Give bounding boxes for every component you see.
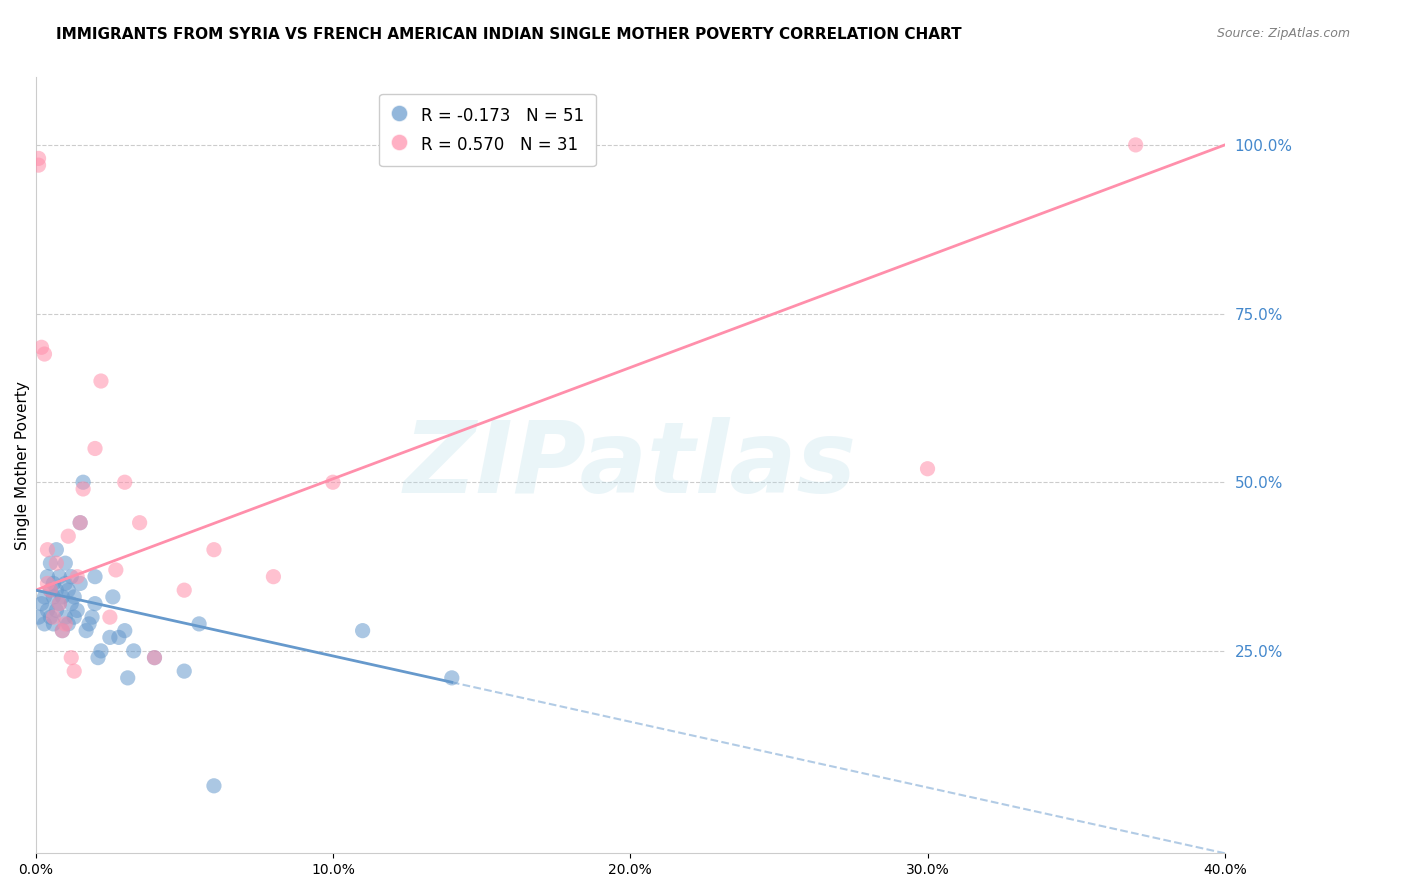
Immigrants from Syria — [202, 779, 225, 793]
French American Indians — [104, 563, 127, 577]
French American Indians — [63, 664, 86, 678]
Immigrants from Syria — [117, 671, 139, 685]
French American Indians — [917, 461, 939, 475]
French American Indians — [173, 583, 195, 598]
Legend: R = -0.173   N = 51, R = 0.570   N = 31: R = -0.173 N = 51, R = 0.570 N = 31 — [380, 94, 596, 166]
Immigrants from Syria — [98, 631, 121, 645]
Immigrants from Syria — [114, 624, 136, 638]
French American Indians — [72, 482, 94, 496]
Immigrants from Syria — [101, 590, 124, 604]
Immigrants from Syria — [58, 616, 80, 631]
Immigrants from Syria — [122, 644, 145, 658]
Immigrants from Syria — [39, 610, 62, 624]
Text: ZIPatlas: ZIPatlas — [404, 417, 856, 514]
Immigrants from Syria — [75, 624, 97, 638]
Text: Source: ZipAtlas.com: Source: ZipAtlas.com — [1216, 27, 1350, 40]
French American Indians — [58, 529, 80, 543]
Immigrants from Syria — [90, 644, 112, 658]
French American Indians — [42, 610, 65, 624]
Immigrants from Syria — [53, 556, 76, 570]
French American Indians — [69, 516, 91, 530]
French American Indians — [37, 576, 59, 591]
Immigrants from Syria — [51, 590, 73, 604]
French American Indians — [31, 340, 53, 354]
Immigrants from Syria — [60, 597, 83, 611]
Immigrants from Syria — [53, 610, 76, 624]
Immigrants from Syria — [45, 603, 67, 617]
French American Indians — [37, 542, 59, 557]
Immigrants from Syria — [53, 576, 76, 591]
Immigrants from Syria — [63, 610, 86, 624]
Immigrants from Syria — [69, 576, 91, 591]
French American Indians — [60, 650, 83, 665]
Immigrants from Syria — [440, 671, 463, 685]
Immigrants from Syria — [39, 583, 62, 598]
French American Indians — [262, 569, 284, 583]
Immigrants from Syria — [39, 556, 62, 570]
Immigrants from Syria — [34, 616, 56, 631]
Immigrants from Syria — [48, 569, 70, 583]
French American Indians — [1125, 137, 1147, 152]
Immigrants from Syria — [77, 616, 100, 631]
Immigrants from Syria — [60, 569, 83, 583]
Immigrants from Syria — [42, 590, 65, 604]
French American Indians — [322, 475, 344, 490]
French American Indians — [48, 597, 70, 611]
Immigrants from Syria — [34, 590, 56, 604]
French American Indians — [128, 516, 150, 530]
French American Indians — [45, 556, 67, 570]
Y-axis label: Single Mother Poverty: Single Mother Poverty — [15, 381, 30, 549]
Immigrants from Syria — [45, 542, 67, 557]
French American Indians — [114, 475, 136, 490]
Immigrants from Syria — [37, 569, 59, 583]
Immigrants from Syria — [80, 610, 103, 624]
Immigrants from Syria — [72, 475, 94, 490]
Immigrants from Syria — [31, 597, 53, 611]
Immigrants from Syria — [173, 664, 195, 678]
French American Indians — [90, 374, 112, 388]
Immigrants from Syria — [42, 616, 65, 631]
Immigrants from Syria — [51, 624, 73, 638]
Immigrants from Syria — [66, 603, 89, 617]
Immigrants from Syria — [45, 583, 67, 598]
Immigrants from Syria — [143, 650, 166, 665]
French American Indians — [39, 583, 62, 598]
Immigrants from Syria — [37, 603, 59, 617]
Immigrants from Syria — [84, 569, 107, 583]
French American Indians — [34, 347, 56, 361]
Immigrants from Syria — [48, 597, 70, 611]
Immigrants from Syria — [63, 590, 86, 604]
Immigrants from Syria — [42, 576, 65, 591]
French American Indians — [84, 442, 107, 456]
Immigrants from Syria — [69, 516, 91, 530]
French American Indians — [66, 569, 89, 583]
Immigrants from Syria — [87, 650, 110, 665]
Immigrants from Syria — [84, 597, 107, 611]
Immigrants from Syria — [352, 624, 374, 638]
Immigrants from Syria — [188, 616, 211, 631]
French American Indians — [143, 650, 166, 665]
French American Indians — [202, 542, 225, 557]
Immigrants from Syria — [27, 610, 49, 624]
French American Indians — [27, 152, 49, 166]
Immigrants from Syria — [58, 583, 80, 598]
French American Indians — [51, 624, 73, 638]
French American Indians — [98, 610, 121, 624]
French American Indians — [27, 158, 49, 172]
Immigrants from Syria — [107, 631, 129, 645]
Text: IMMIGRANTS FROM SYRIA VS FRENCH AMERICAN INDIAN SINGLE MOTHER POVERTY CORRELATIO: IMMIGRANTS FROM SYRIA VS FRENCH AMERICAN… — [56, 27, 962, 42]
French American Indians — [53, 616, 76, 631]
